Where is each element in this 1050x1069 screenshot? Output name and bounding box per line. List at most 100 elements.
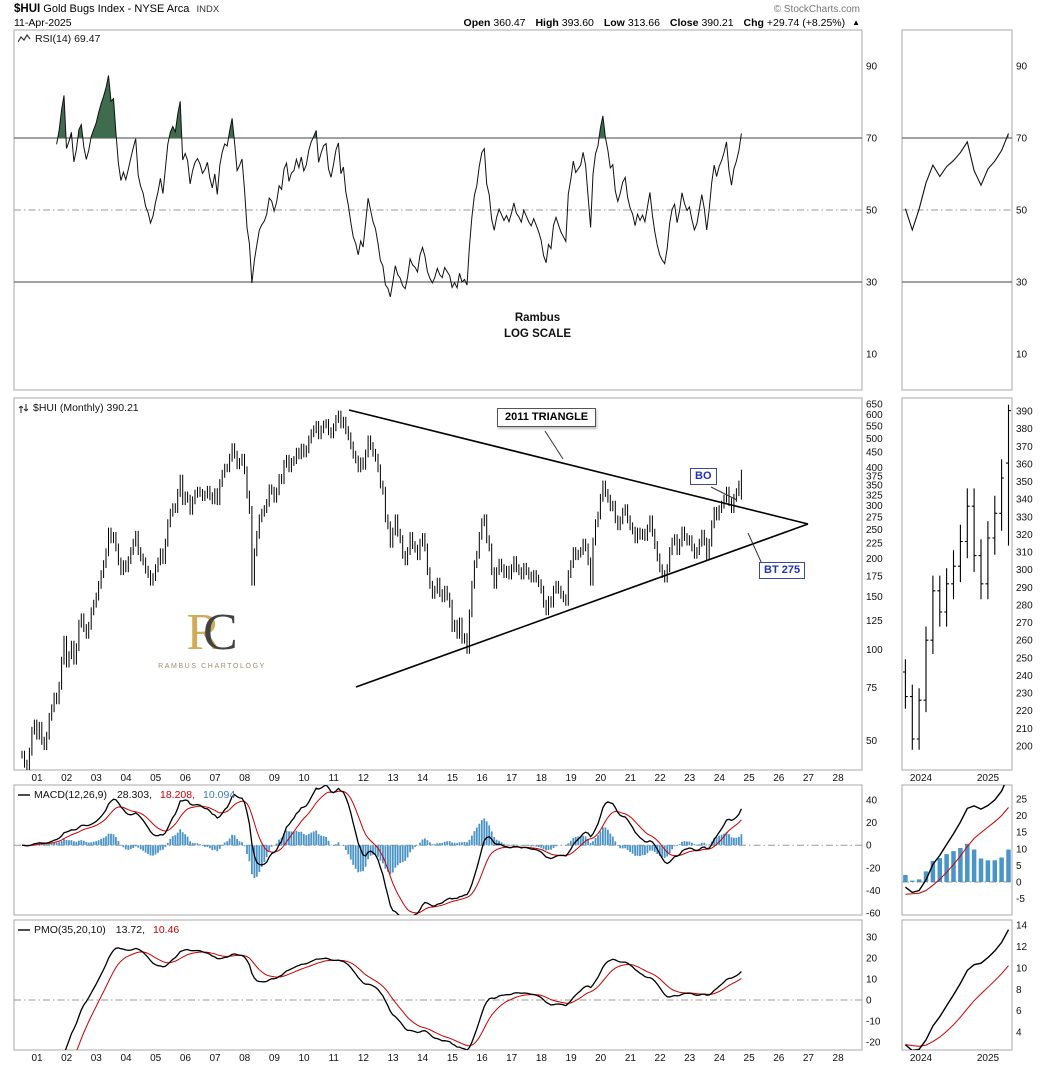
- watermark-rambus: Rambus: [514, 312, 561, 324]
- x-axis-year-label: 27: [803, 1053, 815, 1064]
- triangle-trendline: [355, 523, 809, 688]
- y-axis-tick: 500: [866, 434, 883, 445]
- x-axis-year-label: 24: [714, 773, 726, 784]
- y-axis-tick: 50: [866, 736, 878, 747]
- macd-signal-line: [21, 790, 742, 914]
- mini-pmo-signal: [905, 965, 1009, 1047]
- backtest-annotation: BT 275: [759, 562, 806, 580]
- price-ohlc-bars: [21, 410, 742, 770]
- pmo-value-line: 13.72,: [115, 924, 145, 936]
- x-axis-year-label: 10: [298, 773, 310, 784]
- y-axis-tick: 30: [866, 933, 878, 944]
- y-axis-tick: 340: [1016, 495, 1033, 506]
- x-axis-year-label: 20: [595, 1053, 607, 1064]
- y-axis-tick: 350: [866, 481, 883, 492]
- x-axis-year-label: 11: [329, 1053, 340, 1064]
- y-axis-tick: 0: [866, 841, 872, 852]
- x-axis-year-label: 28: [833, 1053, 845, 1064]
- y-axis-tick: 650: [866, 399, 883, 410]
- rsi-panel-label: RSI(14) 69.47: [18, 33, 100, 45]
- triangle-trendline: [348, 409, 809, 525]
- price-panel-label: $HUI (Monthly) 390.21: [18, 402, 139, 414]
- panel-border: [901, 397, 1013, 771]
- y-axis-tick: 275: [866, 512, 883, 523]
- mini-macd-histogram: [903, 843, 1011, 882]
- x-axis-year-label: 25: [744, 1053, 756, 1064]
- x-axis-year-label: 05: [150, 773, 162, 784]
- x-axis-year-label: 07: [209, 1053, 221, 1064]
- x-axis-year-label: 24: [714, 1053, 726, 1064]
- panel-border: [901, 784, 1013, 916]
- x-axis-year-label: 03: [91, 1053, 103, 1064]
- y-axis-tick: 6: [1016, 1006, 1022, 1017]
- macd-name: MACD(12,26,9): [34, 789, 107, 801]
- x-axis-year-label: 09: [269, 773, 281, 784]
- y-axis-tick: 20: [866, 818, 878, 829]
- open-label: Open: [463, 17, 491, 29]
- panel-border: [13, 919, 863, 1051]
- y-axis-tick: 390: [1016, 407, 1033, 418]
- rsi-icon: [18, 34, 31, 43]
- x-axis-year-label: 01: [31, 773, 43, 784]
- x-axis-year-label: 19: [566, 1053, 578, 1064]
- logo-caption: RAMBUS CHARTOLOGY: [158, 663, 266, 670]
- y-axis-tick: 0: [1016, 878, 1022, 889]
- y-axis-tick: 250: [1016, 653, 1033, 664]
- y-axis-tick: 260: [1016, 636, 1033, 647]
- pmo-signal-line: [76, 951, 742, 1050]
- y-axis-tick: 210: [1016, 724, 1033, 735]
- log-scale-watermark: Rambus LOG SCALE: [480, 312, 595, 344]
- panel-border: [13, 397, 863, 771]
- y-axis-tick: 40: [866, 796, 878, 807]
- y-axis-tick: -20: [866, 1038, 881, 1049]
- y-axis-tick: 400: [866, 463, 883, 474]
- y-axis-tick: 70: [866, 134, 878, 145]
- x-axis-year-label: 09: [269, 1053, 281, 1064]
- x-axis-year-label: 16: [477, 773, 489, 784]
- price-label-text: $HUI (Monthly) 390.21: [33, 402, 139, 414]
- x-axis-year-label: 02: [61, 1053, 73, 1064]
- x-axis-year-label: 05: [150, 1053, 162, 1064]
- macd-value-signal: 18.208,: [160, 789, 196, 801]
- rsi-label-text: RSI(14) 69.47: [35, 33, 101, 45]
- x-axis-year-label: 02: [61, 773, 73, 784]
- pmo-panel-label: PMO(35,20,10) 13.72, 10.46: [18, 924, 179, 936]
- high-value: 393.60: [561, 17, 594, 29]
- y-axis-tick: 240: [1016, 671, 1033, 682]
- y-axis-tick: 10: [1016, 350, 1028, 361]
- x-axis-year-label: 18: [536, 773, 548, 784]
- macd-histogram: [23, 818, 743, 878]
- annotation-connector-lines: [544, 430, 763, 565]
- chg-value: +29.74 (+8.25%): [766, 17, 846, 29]
- x-axis-year-label: 15: [447, 1053, 459, 1064]
- x-axis-year-label: 14: [417, 1053, 429, 1064]
- x-axis-year-label: 21: [625, 1053, 637, 1064]
- quote-line: Open 360.47 High 393.60 Low 313.66 Close 390…: [457, 17, 860, 29]
- y-axis-tick: 380: [1016, 424, 1033, 435]
- y-axis-tick: 30: [1016, 278, 1028, 289]
- x-axis-year-label: 10: [298, 1053, 310, 1064]
- y-axis-tick: 200: [1016, 742, 1033, 753]
- y-axis-tick: 200: [866, 554, 883, 565]
- y-axis-tick: 4: [1016, 1028, 1022, 1039]
- y-axis-tick: -20: [866, 863, 881, 874]
- updown-arrows-icon: [18, 403, 29, 413]
- logo-monogram: RC: [186, 604, 238, 661]
- mini-x-axis-year-label: 2024: [910, 1053, 933, 1064]
- x-axis-year-label: 28: [833, 773, 845, 784]
- index-tag: INDX: [196, 4, 220, 15]
- y-axis-tick: 100: [866, 645, 883, 656]
- y-axis-tick: 30: [866, 278, 878, 289]
- mini-macd-signal: [905, 807, 1009, 895]
- y-axis-tick: -10: [866, 1017, 881, 1028]
- rambus-chartology-logo: RC RAMBUS CHARTOLOGY: [156, 603, 268, 670]
- y-axis-tick: 90: [866, 62, 878, 73]
- y-axis-tick: 220: [1016, 706, 1033, 717]
- y-axis-tick: 150: [866, 592, 883, 603]
- y-axis-tick: -40: [866, 886, 881, 897]
- y-axis-tick: 10: [1016, 963, 1028, 974]
- copyright: © StockCharts.com: [773, 4, 860, 15]
- chart-title: $HUI Gold Bugs Index - NYSE Arca INDX: [14, 3, 219, 15]
